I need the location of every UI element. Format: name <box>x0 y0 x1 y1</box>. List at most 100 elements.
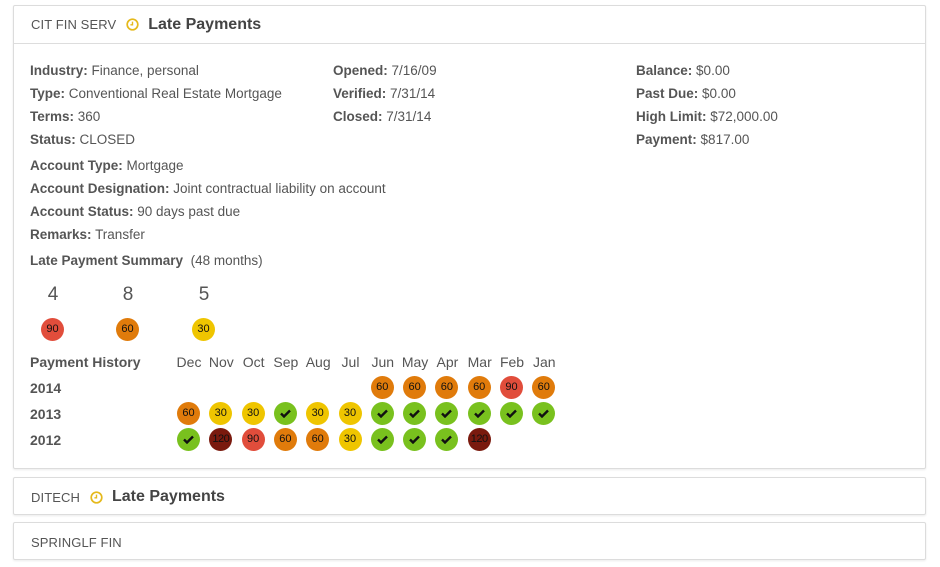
label: Balance: <box>636 63 693 78</box>
summary-count-60: 8 <box>122 284 134 305</box>
detail-payment: Payment: $817.00 <box>636 132 749 147</box>
label: Opened: <box>333 63 388 78</box>
label: Verified: <box>333 86 387 101</box>
summary-count-30: 5 <box>198 284 210 305</box>
value: 7/31/14 <box>390 86 436 101</box>
label: Status: <box>30 132 76 147</box>
account-panel-ditech[interactable]: DITECH Late Payments <box>13 477 926 515</box>
value: $817.00 <box>700 132 750 147</box>
year-label: 2013 <box>30 406 62 422</box>
paid-on-time-check-icon <box>467 402 491 425</box>
late-60-badge: 60 <box>467 376 491 399</box>
late-60-badge: 60 <box>403 376 427 399</box>
late-90-badge: 90 <box>500 376 523 399</box>
late-60-badge: 60 <box>532 376 556 399</box>
late-30-badge: 30 <box>306 402 330 425</box>
creditor-name: CIT FIN SERV <box>31 17 117 32</box>
late-60-badge: 60 <box>370 376 394 399</box>
paid-on-time-check-icon <box>370 402 394 425</box>
detail-opened: Opened: 7/16/09 <box>333 63 437 78</box>
month-header: Jul <box>341 354 360 370</box>
account-header[interactable]: DITECH Late Payments <box>14 478 925 516</box>
late-30-badge: 30 <box>338 402 362 425</box>
late-payment-summary-heading: Late Payment Summary (48 months) <box>30 253 263 268</box>
detail-balance: Balance: $0.00 <box>636 63 730 78</box>
value: $0.00 <box>696 63 730 78</box>
label: Account Designation: <box>30 181 170 196</box>
late-30-badge: 30 <box>241 402 265 425</box>
detail-industry: Industry: Finance, personal <box>30 63 199 78</box>
value: Finance, personal <box>91 63 199 78</box>
paid-on-time-check-icon <box>370 428 394 451</box>
value: Joint contractual liability on account <box>173 181 386 196</box>
month-header: Apr <box>436 354 459 370</box>
detail-terms: Terms: 360 <box>30 109 100 124</box>
value: Transfer <box>95 227 145 242</box>
detail-status: Status: CLOSED <box>30 132 135 147</box>
month-header: May <box>401 354 429 370</box>
late-60-badge: 60 <box>273 428 297 451</box>
late-payments-title: Late Payments <box>112 488 225 505</box>
late-60-badge: 60 <box>306 428 330 451</box>
summary-period: (48 months) <box>190 253 263 268</box>
paid-on-time-check-icon <box>500 402 523 425</box>
value: 7/31/14 <box>386 109 432 124</box>
value: 7/16/09 <box>391 63 437 78</box>
late-30-badge: 30 <box>209 402 233 425</box>
value: $72,000.00 <box>710 109 778 124</box>
month-header: Oct <box>242 354 265 370</box>
clock-icon <box>126 18 139 31</box>
paid-on-time-check-icon <box>403 428 427 451</box>
month-header: Aug <box>305 354 331 370</box>
paid-on-time-check-icon <box>273 402 297 425</box>
value: 360 <box>77 109 101 124</box>
creditor-name: DITECH <box>31 489 80 505</box>
label: Account Type: <box>30 158 123 173</box>
month-header: Nov <box>208 354 234 370</box>
detail-high-limit: High Limit: $72,000.00 <box>636 109 778 124</box>
account-panel-springlf-fin[interactable]: SPRINGLF FIN <box>13 522 926 560</box>
paid-on-time-check-icon <box>435 402 459 425</box>
value: $0.00 <box>702 86 736 101</box>
value: Conventional Real Estate Mortgage <box>68 86 282 101</box>
detail-account-type: Account Type: Mortgage <box>30 158 184 173</box>
label: Terms: <box>30 109 75 124</box>
label: High Limit: <box>636 109 707 124</box>
late-30-badge: 30 <box>338 428 362 451</box>
year-label: 2014 <box>30 380 62 396</box>
label: Industry: <box>30 63 88 78</box>
paid-on-time-check-icon <box>403 402 427 425</box>
summary-count-90: 4 <box>47 284 59 305</box>
account-panel-cit-fin-serv: CIT FIN SERV Late Payments Industry: Fin… <box>13 5 926 469</box>
value: 90 days past due <box>137 204 241 219</box>
detail-past-due: Past Due: $0.00 <box>636 86 736 101</box>
value: Mortgage <box>126 158 184 173</box>
detail-remarks: Remarks: Transfer <box>30 227 145 242</box>
label: Past Due: <box>636 86 699 101</box>
label: Account Status: <box>30 204 134 219</box>
month-header: Feb <box>499 354 525 370</box>
late-payments-title: Late Payments <box>148 15 262 33</box>
label: Type: <box>30 86 66 101</box>
detail-verified: Verified: 7/31/14 <box>333 86 435 101</box>
paid-on-time-check-icon <box>532 402 556 425</box>
month-header: Jan <box>533 354 556 370</box>
detail-account-status: Account Status: 90 days past due <box>30 204 240 219</box>
paid-on-time-check-icon <box>435 428 459 451</box>
paid-on-time-check-icon <box>177 428 200 451</box>
detail-account-designation: Account Designation: Joint contractual l… <box>30 181 386 196</box>
label: Remarks: <box>30 227 92 242</box>
month-header: Sep <box>273 354 299 370</box>
summary-badge-90: 90 <box>41 318 64 341</box>
late-90-badge: 90 <box>241 428 265 451</box>
account-header[interactable]: SPRINGLF FIN <box>14 523 925 561</box>
account-header[interactable]: CIT FIN SERV Late Payments <box>14 6 925 44</box>
summary-badge-30: 30 <box>192 318 215 341</box>
payment-history-title: Payment History <box>30 354 141 370</box>
late-60-badge: 60 <box>177 402 200 425</box>
late-60-badge: 60 <box>435 376 459 399</box>
label: Payment: <box>636 132 697 147</box>
value: CLOSED <box>79 132 136 147</box>
summary-badge-60: 60 <box>116 318 139 341</box>
summary-title: Late Payment Summary <box>30 253 184 268</box>
